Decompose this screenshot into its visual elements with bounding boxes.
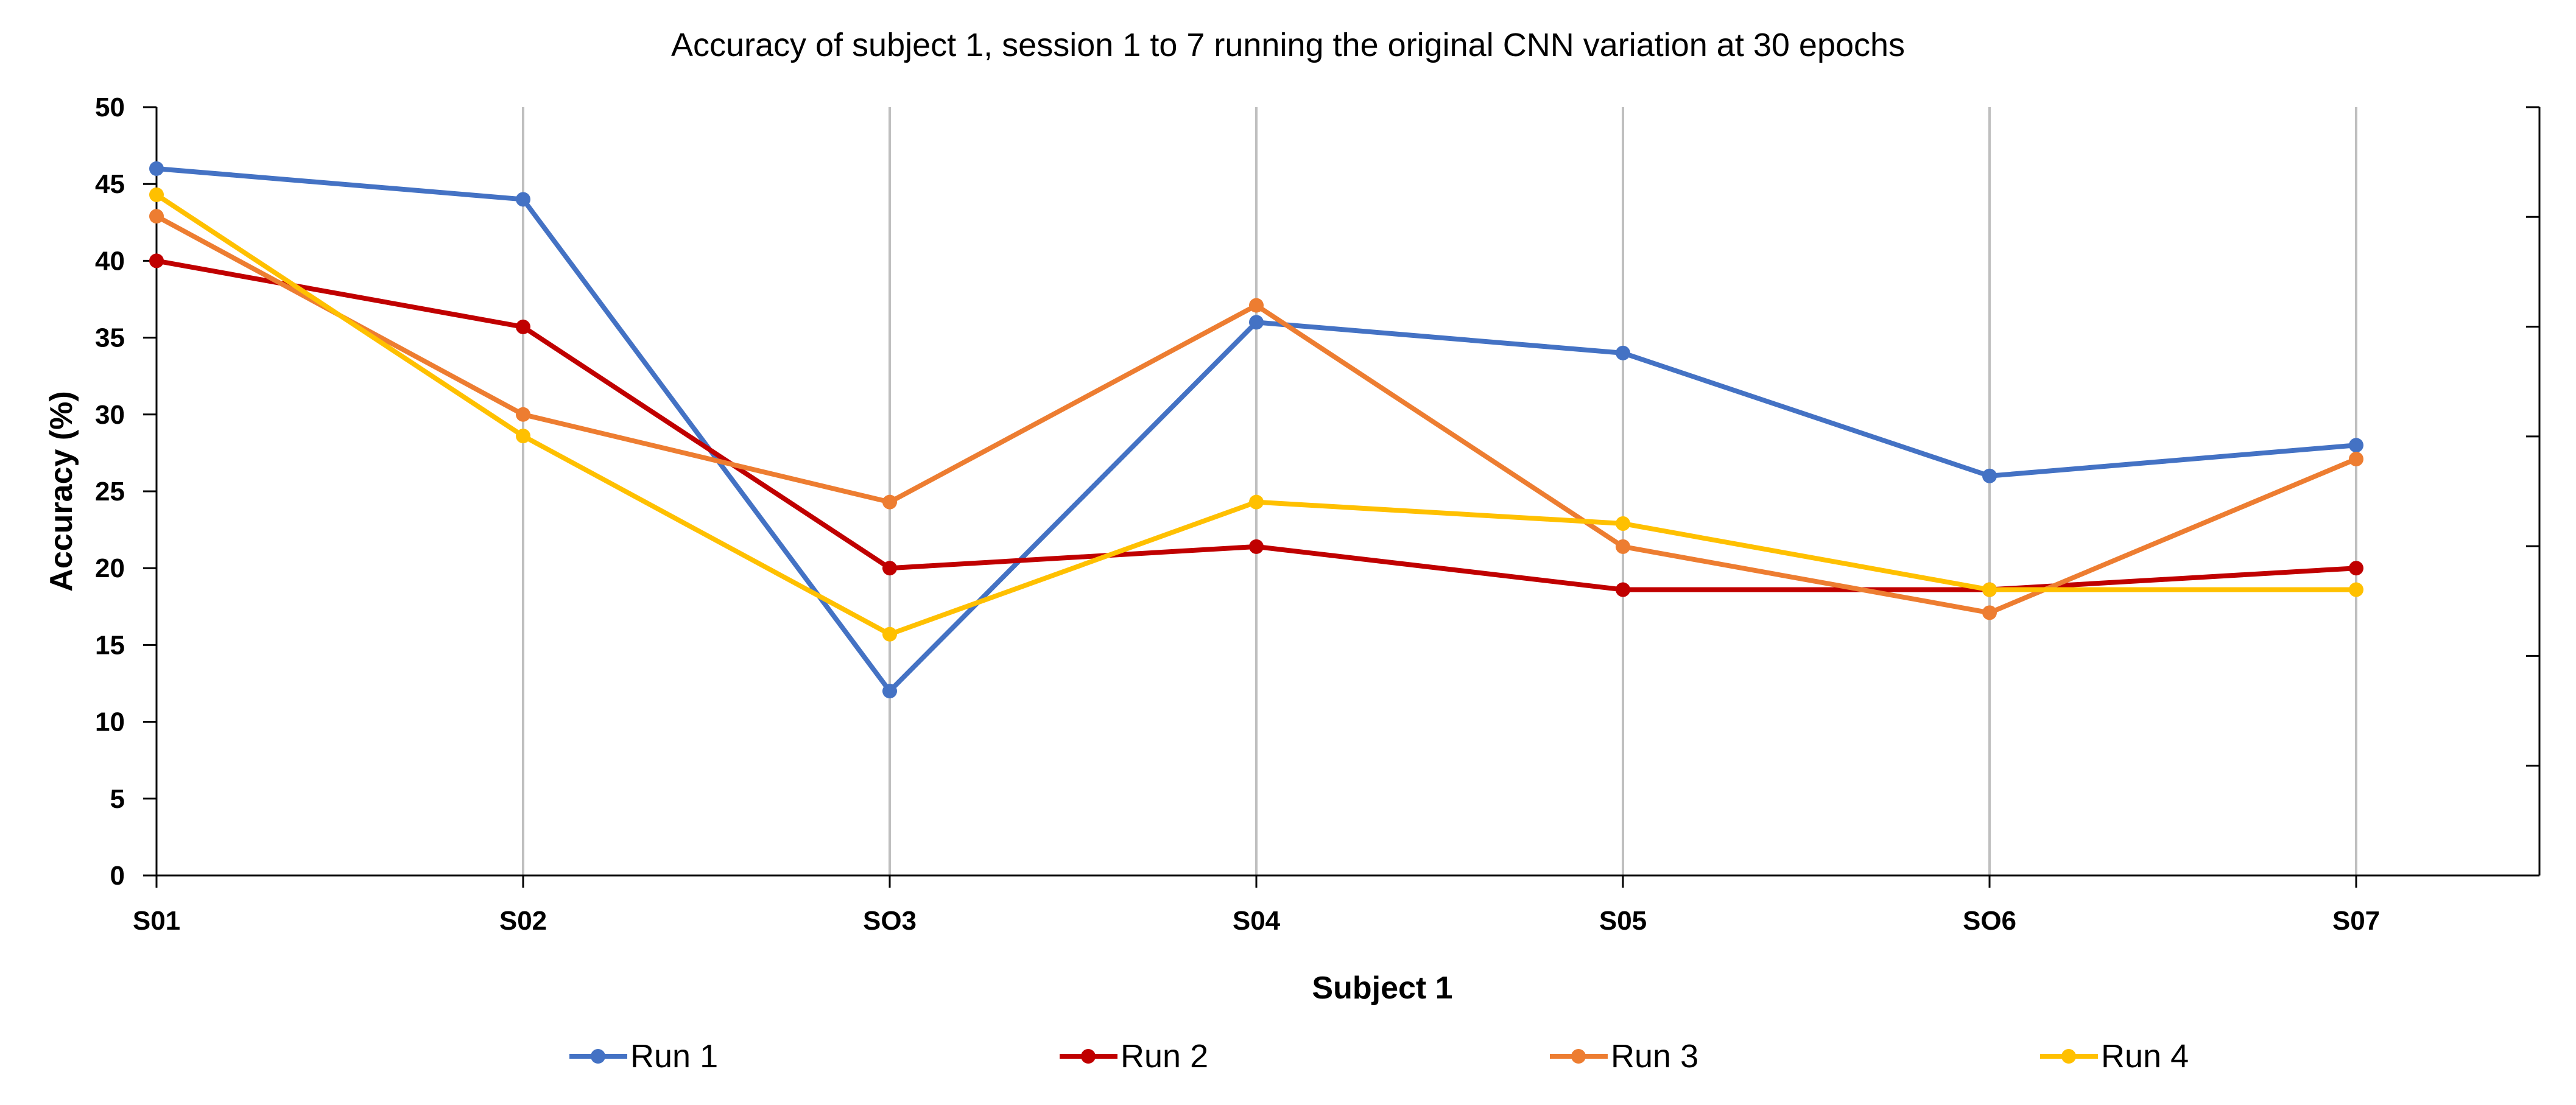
y-tick-label: 45 — [95, 169, 125, 199]
y-tick-label: 20 — [95, 553, 125, 583]
x-tick-labels: S01 S02 SO3 S04 S05 SO6 S07 — [133, 906, 2380, 936]
data-point-S07 — [2349, 561, 2363, 576]
data-point-S05 — [1616, 516, 1630, 531]
data-point-S07 — [2349, 451, 2363, 466]
data-point-SO3 — [882, 561, 897, 576]
y-tick-label: 25 — [95, 477, 125, 507]
legend-marker — [1571, 1049, 1586, 1064]
x-tick-label-S05: S05 — [1599, 906, 1647, 936]
data-point-S04 — [1249, 539, 1264, 554]
legend: Run 1 Run 2 Run 3 Run 4 — [569, 1038, 2189, 1075]
y-tick-label: 30 — [95, 400, 125, 430]
legend-label: Run 1 — [630, 1038, 718, 1075]
x-tick-label-S02: S02 — [499, 906, 547, 936]
data-point-S05 — [1616, 539, 1630, 554]
x-tick-label-SO6: SO6 — [1963, 906, 2016, 936]
grid-lines — [522, 107, 2357, 875]
y-tick-label: 0 — [110, 861, 125, 891]
data-point-S02 — [516, 192, 530, 207]
x-tick-label-S07: S07 — [2332, 906, 2380, 936]
series-run-4 — [149, 187, 2363, 642]
y-tick-label: 10 — [95, 707, 125, 737]
data-point-S07 — [2349, 582, 2363, 597]
legend-item-run-1: Run 1 — [569, 1038, 718, 1075]
legend-item-run-4: Run 4 — [2040, 1038, 2189, 1075]
data-point-SO6 — [1982, 582, 1997, 597]
data-point-S01 — [149, 209, 164, 224]
series-group — [149, 161, 2363, 699]
y-tick-label: 35 — [95, 323, 125, 353]
chart-title: Accuracy of subject 1, session 1 to 7 ru… — [671, 27, 1905, 63]
data-point-SO3 — [882, 626, 897, 642]
legend-item-run-2: Run 2 — [1060, 1038, 1208, 1075]
legend-marker — [2061, 1049, 2076, 1064]
y-tick-label: 40 — [95, 246, 125, 276]
data-point-SO6 — [1982, 468, 1997, 483]
x-tick-label-SO3: SO3 — [863, 906, 917, 936]
legend-item-run-3: Run 3 — [1550, 1038, 1698, 1075]
data-point-S02 — [516, 407, 530, 422]
axes — [143, 106, 2541, 888]
legend-label: Run 4 — [2101, 1038, 2189, 1075]
y-axis-title: Accuracy (%) — [44, 391, 79, 591]
data-point-SO6 — [1982, 605, 1997, 620]
y-tick-labels: 0 5 10 15 20 25 30 35 40 45 50 — [95, 93, 125, 891]
data-point-SO3 — [882, 684, 897, 699]
legend-marker — [591, 1049, 605, 1064]
x-tick-label-S04: S04 — [1233, 906, 1281, 936]
data-point-S01 — [149, 253, 164, 268]
legend-label: Run 2 — [1121, 1038, 1208, 1075]
legend-label: Run 3 — [1611, 1038, 1698, 1075]
data-point-S02 — [516, 429, 530, 444]
data-point-S02 — [516, 319, 530, 334]
data-point-S01 — [149, 187, 164, 202]
y-tick-label: 50 — [95, 93, 125, 122]
data-point-S04 — [1249, 494, 1264, 510]
series-run-1 — [149, 161, 2363, 699]
data-point-S01 — [149, 161, 164, 176]
data-point-S04 — [1249, 315, 1264, 330]
y-tick-label: 15 — [95, 630, 125, 660]
data-point-S05 — [1616, 345, 1630, 360]
series-run-3 — [149, 209, 2363, 620]
data-point-SO3 — [882, 494, 897, 510]
x-axis-title: Subject 1 — [1312, 970, 1452, 1006]
x-tick-label-S01: S01 — [133, 906, 180, 936]
data-point-S07 — [2349, 438, 2363, 453]
legend-marker — [1081, 1049, 1096, 1064]
data-point-S04 — [1249, 298, 1264, 313]
data-point-S05 — [1616, 582, 1630, 597]
y-tick-label: 5 — [110, 784, 125, 814]
